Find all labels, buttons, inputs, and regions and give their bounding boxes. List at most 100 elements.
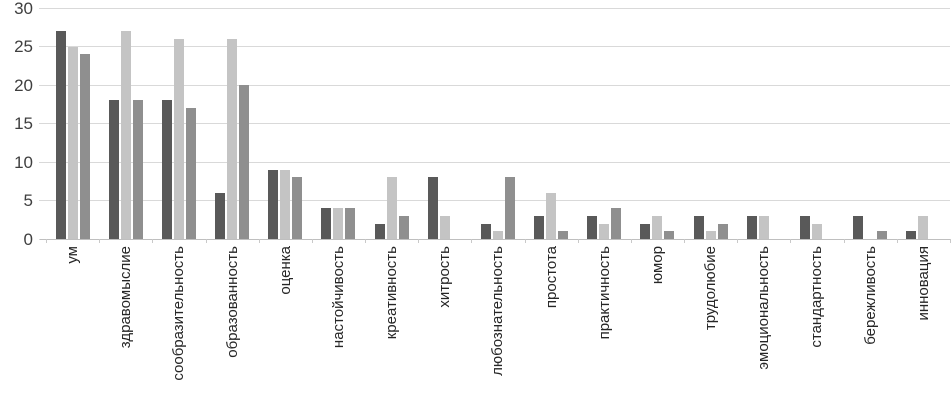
bar-group [737, 8, 790, 239]
y-tick-label: 5 [23, 191, 33, 210]
bar-group [525, 8, 578, 239]
x-axis-tick [311, 239, 313, 243]
x-axis-tick [577, 239, 579, 243]
bar-group [844, 8, 897, 239]
bar [55, 31, 66, 239]
x-axis-tick [471, 239, 473, 243]
x-category-label: любознательность [489, 246, 507, 376]
bar-group [99, 8, 152, 239]
y-axis-tick [39, 161, 46, 163]
x-category-label: трудолюбие [702, 246, 720, 331]
x-category-cell: практичность [578, 246, 631, 405]
x-category-label: практичность [595, 246, 613, 340]
x-category-label: юмор [648, 246, 666, 285]
x-axis-tick [46, 239, 47, 243]
bar [398, 215, 409, 239]
x-category-label: стандартность [808, 246, 826, 348]
gridline [46, 46, 950, 47]
bar [79, 54, 90, 239]
x-axis-tick [258, 239, 260, 243]
gridline [46, 7, 950, 9]
x-category-cell: настойчивость [312, 246, 365, 405]
bar [558, 231, 569, 239]
bar-group [259, 8, 312, 239]
bar [185, 108, 196, 239]
x-category-label: креативность [383, 246, 401, 340]
gridline [46, 84, 950, 86]
y-axis-tick [39, 123, 46, 124]
bar [599, 223, 610, 239]
y-axis-tick [39, 84, 46, 86]
x-category-label: настойчивость [329, 246, 347, 349]
y-axis-tick [39, 200, 46, 201]
x-category-cell: трудолюбие [684, 246, 737, 405]
x-category-cell: хитрость [418, 246, 471, 405]
bar [504, 177, 515, 239]
bar-group [578, 8, 631, 239]
x-category-cell: юмор [631, 246, 684, 405]
bar [132, 100, 143, 239]
bar [480, 223, 491, 239]
x-category-label: сообразительность [170, 246, 188, 381]
x-category-cell: ум [46, 246, 99, 405]
y-tick-label: 20 [14, 75, 33, 95]
x-category-cell: простота [525, 246, 578, 405]
bar-group [418, 8, 471, 239]
bar [374, 223, 385, 239]
bar [811, 223, 822, 239]
x-category-label: простота [542, 246, 560, 309]
bar [611, 208, 622, 239]
y-tick-label: 15 [14, 114, 33, 133]
bar [877, 231, 888, 239]
bar [333, 208, 344, 239]
bar-group [206, 8, 259, 239]
x-category-cell: здравомыслие [99, 246, 152, 405]
x-axis-tick [684, 239, 686, 243]
x-axis-tick [630, 239, 632, 243]
gridline [46, 123, 950, 124]
x-axis-tick [418, 239, 420, 243]
bar [345, 208, 356, 239]
bar [292, 177, 303, 239]
x-category-label: хитрость [436, 246, 454, 308]
bar [268, 169, 279, 239]
x-category-label: образованность [223, 246, 241, 358]
bar [758, 215, 769, 239]
bar [705, 231, 716, 239]
bar [386, 177, 397, 239]
y-axis-tick [39, 7, 46, 9]
x-category-label: бережливость [861, 246, 879, 345]
bar-group [631, 8, 684, 239]
bar-group [471, 8, 524, 239]
x-axis-tick [524, 239, 526, 243]
y-tick-label: 30 [14, 0, 33, 18]
bar [906, 231, 917, 239]
bar [746, 215, 757, 239]
bar-group [790, 8, 843, 239]
x-axis: ум здравомыслие сообразительность образован… [46, 246, 950, 405]
bar [108, 100, 119, 239]
bar [173, 38, 184, 239]
x-axis-tick [205, 239, 207, 243]
x-category-cell: любознательность [471, 246, 524, 405]
bar [717, 223, 728, 239]
bar-group [897, 8, 950, 239]
bar [652, 215, 663, 239]
y-tick-label: 0 [23, 229, 33, 249]
x-category-label: инновация [914, 246, 932, 321]
y-tick-label: 10 [14, 152, 33, 172]
bar [321, 208, 332, 239]
x-category-cell: стандартность [790, 246, 843, 405]
y-axis-tick [39, 46, 46, 47]
y-tick-label: 25 [14, 37, 33, 56]
x-category-cell: инновация [897, 246, 950, 405]
x-category-label: эмоциональность [755, 246, 773, 370]
bar [439, 215, 450, 239]
bar [534, 215, 545, 239]
x-axis-tick [843, 239, 845, 243]
bar-group [684, 8, 737, 239]
gridline [46, 161, 950, 163]
x-axis-tick [896, 239, 898, 243]
x-category-label: оценка [276, 246, 294, 295]
